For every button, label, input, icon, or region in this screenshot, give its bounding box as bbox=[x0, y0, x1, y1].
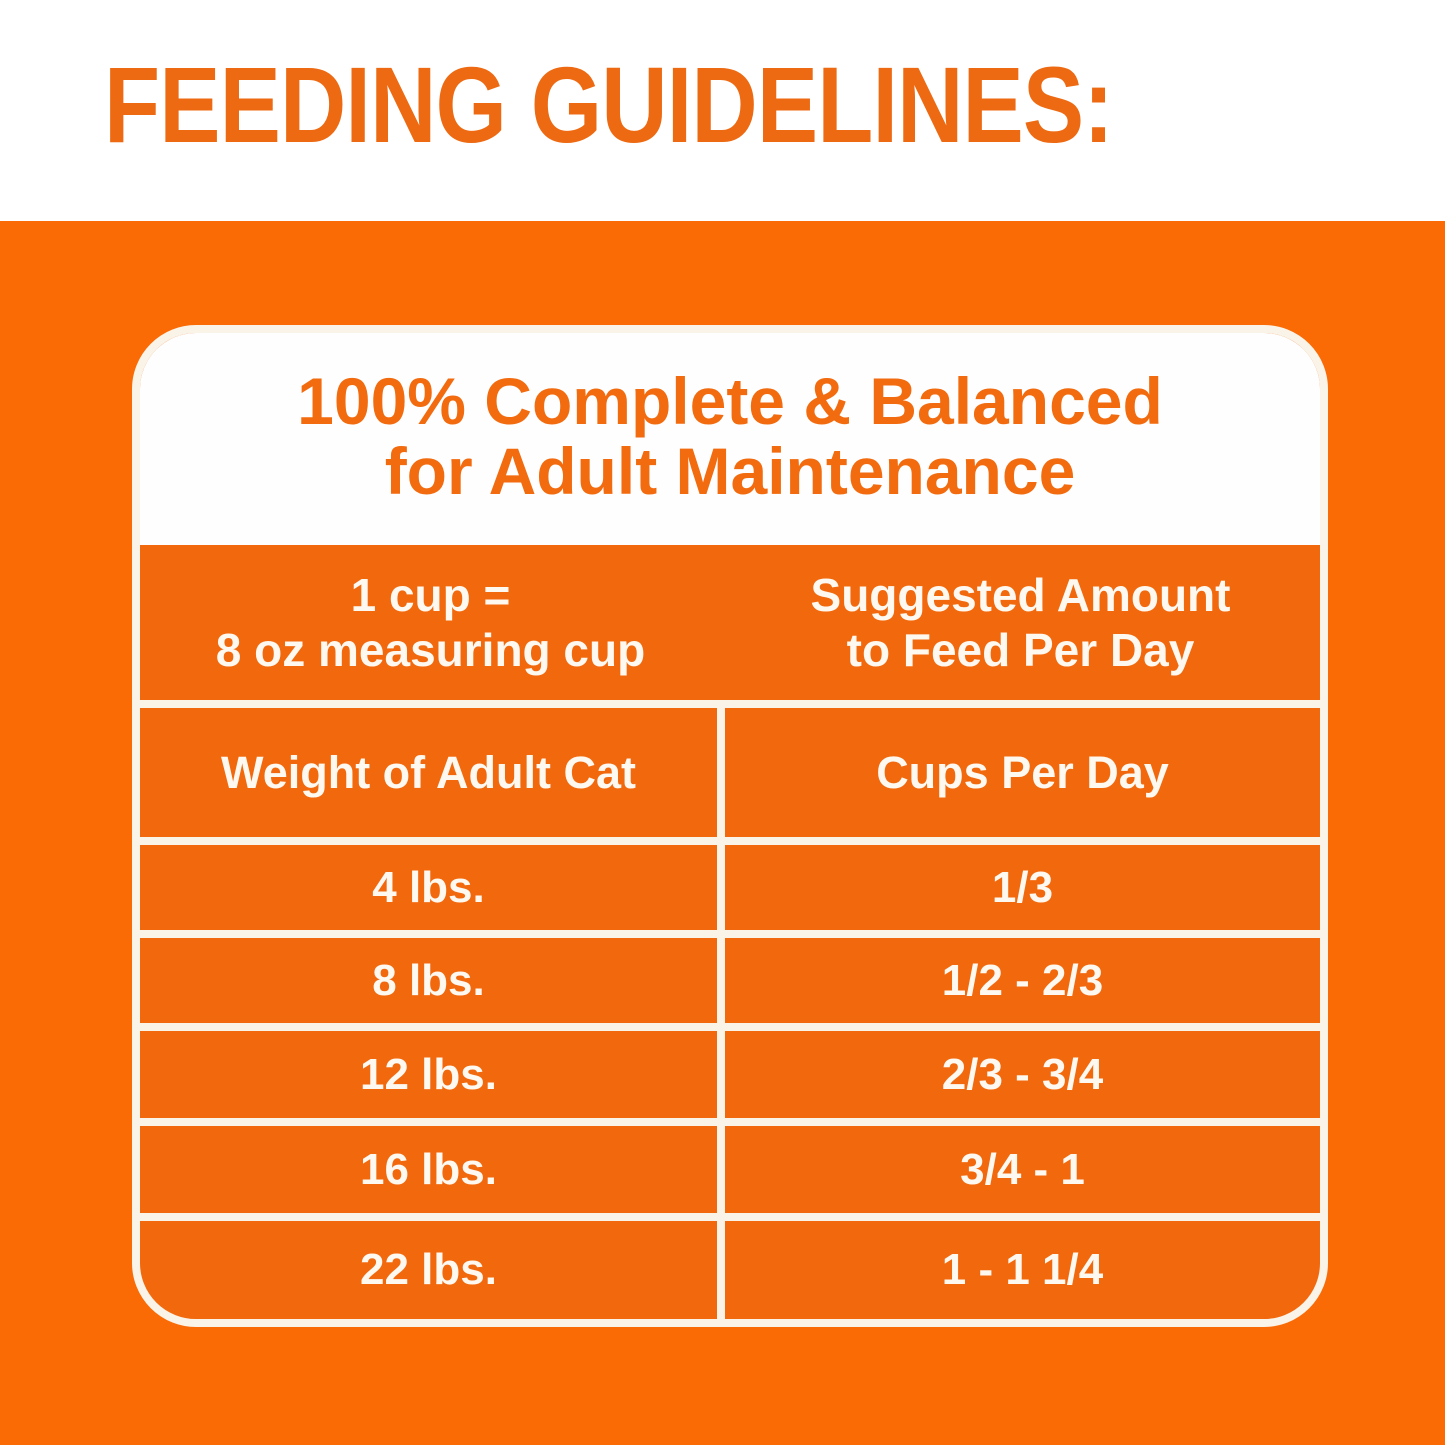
cups-cell: 1 - 1 1/4 bbox=[717, 1221, 1320, 1319]
card-heading-line-1: 100% Complete & Balanced bbox=[297, 364, 1163, 438]
weight-cell: 4 lbs. bbox=[372, 862, 485, 912]
suggested-amount-note: Suggested Amount to Feed Per Day bbox=[721, 545, 1320, 700]
cups-cell: 1/2 - 2/3 bbox=[717, 938, 1320, 1023]
table-row: 8 lbs. 1/2 - 2/3 bbox=[140, 930, 1320, 1023]
cups-cell: 2/3 - 3/4 bbox=[717, 1031, 1320, 1118]
card-heading: 100% Complete & Balanced for Adult Maint… bbox=[140, 333, 1320, 545]
weight-column-header: Weight of Adult Cat bbox=[221, 746, 636, 798]
cup-measure-line-1: 1 cup = bbox=[350, 568, 511, 621]
table-row: 16 lbs. 3/4 - 1 bbox=[140, 1118, 1320, 1213]
table-row: 4 lbs. 1/3 bbox=[140, 837, 1320, 930]
cups-column-header: Cups Per Day bbox=[717, 708, 1320, 837]
cups-cell: 3/4 - 1 bbox=[717, 1126, 1320, 1213]
weight-cell: 8 lbs. bbox=[372, 955, 485, 1005]
measure-header-row: 1 cup = 8 oz measuring cup Suggested Amo… bbox=[140, 545, 1320, 700]
column-header-row: Weight of Adult Cat Cups Per Day bbox=[140, 700, 1320, 837]
card-heading-line-2: for Adult Maintenance bbox=[384, 434, 1076, 508]
table-row: 12 lbs. 2/3 - 3/4 bbox=[140, 1023, 1320, 1118]
weight-cell: 12 lbs. bbox=[360, 1049, 497, 1099]
weight-cell: 16 lbs. bbox=[360, 1144, 497, 1194]
top-band: FEEDING GUIDELINES: bbox=[0, 0, 1445, 221]
feeding-table: Weight of Adult Cat Cups Per Day 4 lbs. … bbox=[140, 700, 1320, 1319]
page-title: FEEDING GUIDELINES: bbox=[104, 44, 1114, 165]
suggested-amount-line-1: Suggested Amount bbox=[810, 568, 1231, 621]
weight-cell: 22 lbs. bbox=[360, 1245, 497, 1294]
table-row: 22 lbs. 1 - 1 1/4 bbox=[140, 1213, 1320, 1319]
suggested-amount-line-2: to Feed Per Day bbox=[846, 623, 1195, 676]
cups-cell: 1/3 bbox=[717, 845, 1320, 930]
cup-measure-note: 1 cup = 8 oz measuring cup bbox=[140, 545, 721, 700]
guidelines-card: 100% Complete & Balanced for Adult Maint… bbox=[132, 325, 1328, 1327]
cup-measure-line-2: 8 oz measuring cup bbox=[215, 623, 646, 676]
